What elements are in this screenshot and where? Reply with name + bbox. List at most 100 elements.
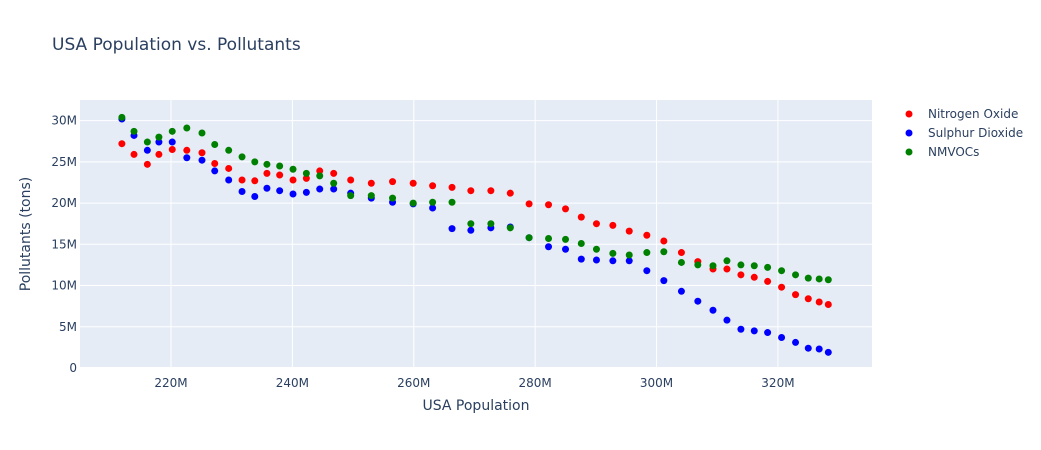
data-point[interactable] bbox=[183, 154, 191, 162]
data-point[interactable] bbox=[677, 287, 685, 295]
data-point[interactable] bbox=[330, 185, 338, 193]
data-point[interactable] bbox=[792, 291, 800, 299]
data-point[interactable] bbox=[815, 345, 823, 353]
data-point[interactable] bbox=[824, 276, 832, 284]
data-point[interactable] bbox=[429, 182, 437, 190]
data-point[interactable] bbox=[168, 145, 176, 153]
data-point[interactable] bbox=[330, 169, 338, 177]
data-point[interactable] bbox=[804, 274, 812, 282]
data-point[interactable] bbox=[723, 265, 731, 273]
data-point[interactable] bbox=[409, 199, 417, 207]
data-point[interactable] bbox=[815, 275, 823, 283]
data-point[interactable] bbox=[562, 245, 570, 253]
data-point[interactable] bbox=[778, 283, 786, 291]
data-point[interactable] bbox=[750, 327, 758, 335]
data-point[interactable] bbox=[211, 141, 219, 149]
data-point[interactable] bbox=[677, 249, 685, 257]
data-point[interactable] bbox=[694, 297, 702, 305]
data-point[interactable] bbox=[263, 184, 271, 192]
data-point[interactable] bbox=[276, 187, 284, 195]
data-point[interactable] bbox=[467, 226, 475, 234]
data-point[interactable] bbox=[225, 164, 233, 172]
data-point[interactable] bbox=[592, 256, 600, 264]
data-point[interactable] bbox=[562, 205, 570, 213]
data-point[interactable] bbox=[225, 146, 233, 154]
data-point[interactable] bbox=[263, 169, 271, 177]
data-point[interactable] bbox=[168, 127, 176, 135]
data-point[interactable] bbox=[238, 188, 246, 196]
data-point[interactable] bbox=[289, 190, 297, 198]
data-point[interactable] bbox=[347, 192, 355, 200]
data-point[interactable] bbox=[198, 156, 206, 164]
data-point[interactable] bbox=[815, 298, 823, 306]
data-point[interactable] bbox=[545, 201, 553, 209]
data-point[interactable] bbox=[609, 249, 617, 257]
data-point[interactable] bbox=[198, 149, 206, 157]
data-point[interactable] bbox=[409, 179, 417, 187]
data-point[interactable] bbox=[168, 138, 176, 146]
legend-item[interactable]: Nitrogen Oxide bbox=[905, 107, 1019, 121]
data-point[interactable] bbox=[750, 273, 758, 281]
data-point[interactable] bbox=[183, 124, 191, 132]
data-point[interactable] bbox=[643, 249, 651, 257]
data-point[interactable] bbox=[316, 167, 324, 175]
data-point[interactable] bbox=[316, 172, 324, 180]
data-point[interactable] bbox=[276, 162, 284, 170]
data-point[interactable] bbox=[506, 189, 514, 197]
data-point[interactable] bbox=[525, 200, 533, 208]
data-point[interactable] bbox=[238, 176, 246, 184]
data-point[interactable] bbox=[367, 192, 375, 200]
data-point[interactable] bbox=[778, 333, 786, 341]
data-point[interactable] bbox=[302, 188, 310, 196]
data-point[interactable] bbox=[211, 167, 219, 175]
data-point[interactable] bbox=[824, 348, 832, 356]
data-point[interactable] bbox=[723, 316, 731, 324]
legend-item[interactable]: NMVOCs bbox=[905, 145, 980, 159]
data-point[interactable] bbox=[130, 150, 138, 158]
data-point[interactable] bbox=[487, 220, 495, 228]
data-point[interactable] bbox=[118, 113, 126, 121]
data-point[interactable] bbox=[389, 178, 397, 186]
data-point[interactable] bbox=[723, 257, 731, 265]
data-point[interactable] bbox=[694, 261, 702, 269]
data-point[interactable] bbox=[225, 176, 233, 184]
data-point[interactable] bbox=[330, 179, 338, 187]
data-point[interactable] bbox=[764, 263, 772, 271]
data-point[interactable] bbox=[448, 198, 456, 206]
data-point[interactable] bbox=[367, 179, 375, 187]
data-point[interactable] bbox=[660, 248, 668, 256]
data-point[interactable] bbox=[302, 174, 310, 182]
data-point[interactable] bbox=[467, 220, 475, 228]
data-point[interactable] bbox=[643, 267, 651, 275]
data-point[interactable] bbox=[263, 160, 271, 168]
data-point[interactable] bbox=[198, 129, 206, 137]
data-point[interactable] bbox=[737, 261, 745, 269]
data-point[interactable] bbox=[792, 338, 800, 346]
data-point[interactable] bbox=[448, 183, 456, 191]
data-point[interactable] bbox=[251, 192, 259, 200]
data-point[interactable] bbox=[792, 271, 800, 279]
legend-item[interactable]: Sulphur Dioxide bbox=[905, 126, 1024, 140]
data-point[interactable] bbox=[577, 255, 585, 263]
data-point[interactable] bbox=[764, 329, 772, 337]
data-point[interactable] bbox=[677, 258, 685, 266]
data-point[interactable] bbox=[289, 165, 297, 173]
data-point[interactable] bbox=[302, 169, 310, 177]
data-point[interactable] bbox=[609, 257, 617, 265]
data-point[interactable] bbox=[429, 198, 437, 206]
data-point[interactable] bbox=[143, 138, 151, 146]
data-point[interactable] bbox=[660, 277, 668, 285]
data-point[interactable] bbox=[660, 237, 668, 245]
data-point[interactable] bbox=[804, 344, 812, 352]
data-point[interactable] bbox=[562, 235, 570, 243]
data-point[interactable] bbox=[643, 231, 651, 239]
data-point[interactable] bbox=[487, 187, 495, 195]
data-point[interactable] bbox=[737, 325, 745, 333]
data-point[interactable] bbox=[545, 235, 553, 243]
data-point[interactable] bbox=[467, 187, 475, 195]
data-point[interactable] bbox=[155, 150, 163, 158]
data-point[interactable] bbox=[577, 239, 585, 247]
data-point[interactable] bbox=[609, 221, 617, 229]
data-point[interactable] bbox=[709, 262, 717, 270]
data-point[interactable] bbox=[592, 220, 600, 228]
